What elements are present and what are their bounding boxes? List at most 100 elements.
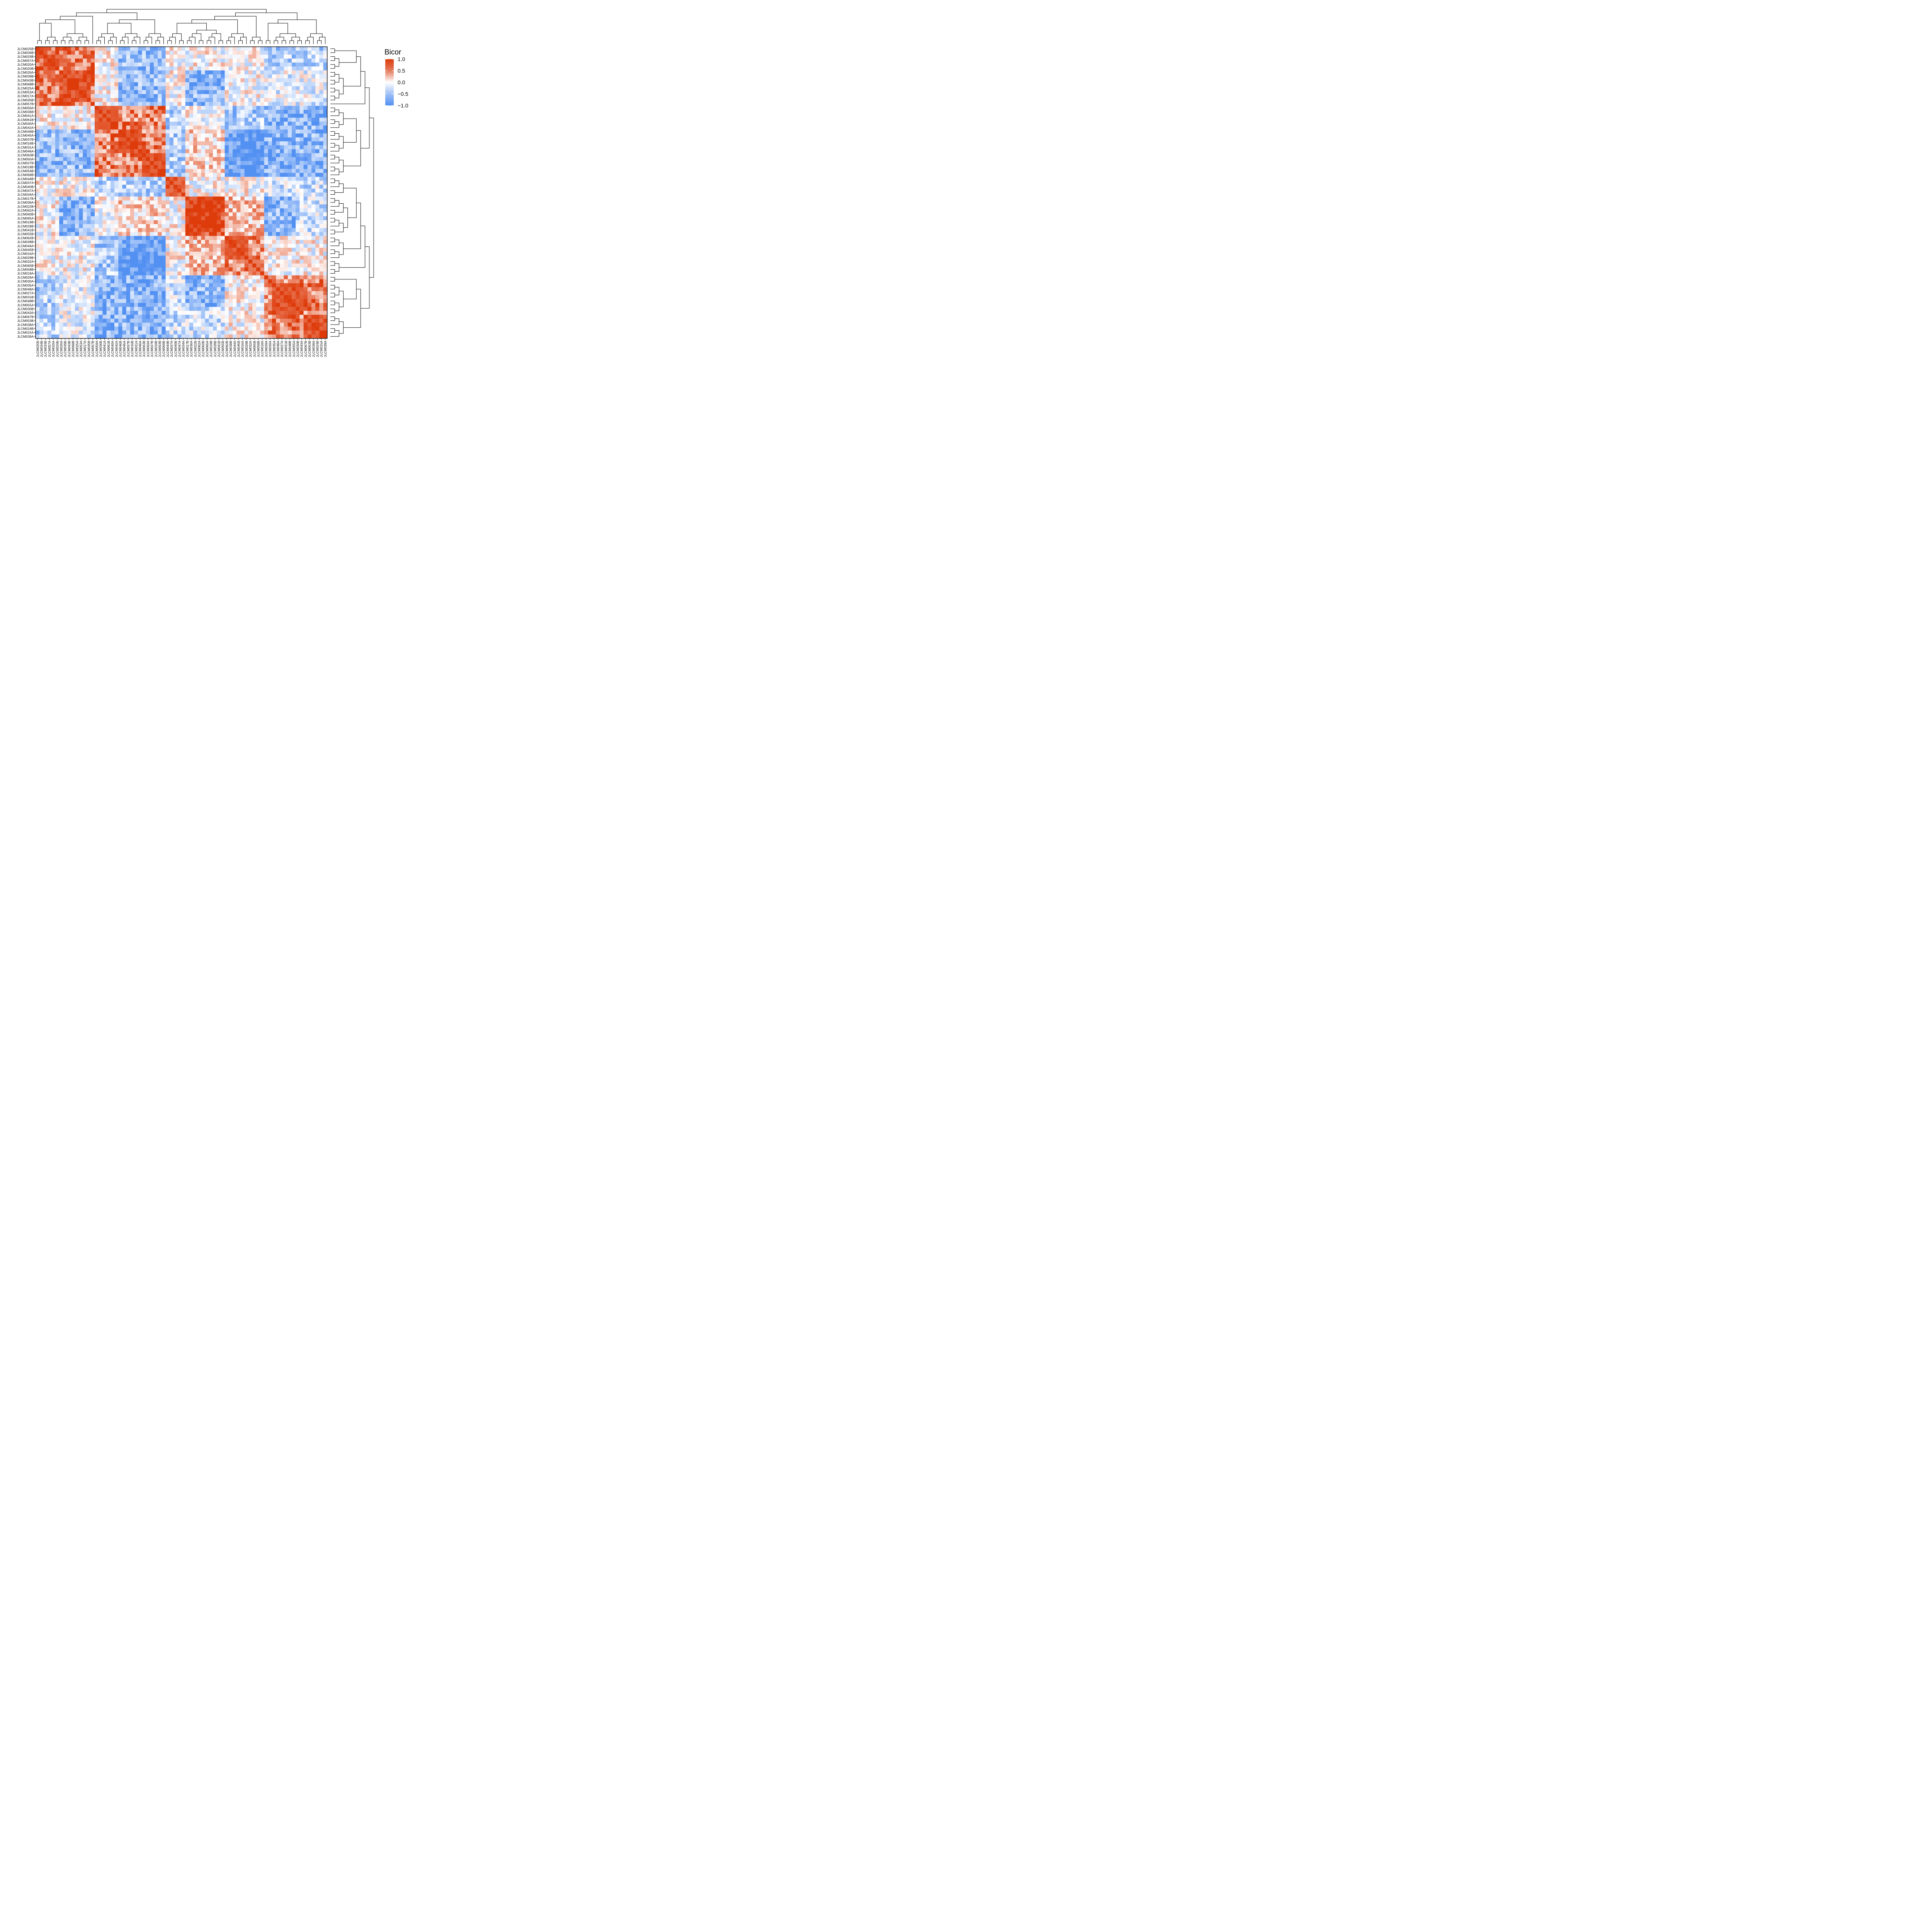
dendrogram-branch — [125, 33, 138, 37]
heatmap-cell — [99, 252, 103, 256]
heatmap-cell — [102, 58, 107, 63]
heatmap-cell — [130, 157, 134, 162]
heatmap-cell — [248, 126, 253, 130]
heatmap-cell — [244, 169, 249, 173]
heatmap-cell — [185, 259, 190, 264]
heatmap-cell — [319, 228, 323, 232]
heatmap-cell — [67, 180, 71, 185]
heatmap-cell — [162, 255, 166, 260]
heatmap-cell — [307, 141, 312, 146]
heatmap-cell — [311, 271, 316, 276]
heatmap-cell — [319, 106, 323, 110]
heatmap-cell — [134, 177, 138, 181]
heatmap-cell — [311, 228, 316, 232]
heatmap-cell — [39, 173, 44, 177]
heatmap-cell — [303, 121, 308, 126]
heatmap-cell — [299, 47, 304, 51]
heatmap-cell — [264, 78, 269, 83]
heatmap-cell — [268, 153, 272, 157]
heatmap-cell — [43, 117, 48, 122]
heatmap-cell — [165, 224, 170, 228]
heatmap-cell — [248, 78, 253, 83]
heatmap-cell — [303, 283, 308, 287]
heatmap-cell — [197, 145, 201, 150]
heatmap-cell — [213, 82, 217, 87]
heatmap-cell — [114, 169, 119, 173]
heatmap-cell — [55, 82, 60, 87]
heatmap-cell — [55, 137, 60, 142]
heatmap-cell — [110, 200, 115, 205]
heatmap-cell — [173, 102, 178, 106]
heatmap-cell — [150, 62, 154, 67]
heatmap-cell — [260, 129, 264, 134]
heatmap-cell — [122, 267, 126, 272]
heatmap-cell — [99, 295, 103, 299]
heatmap-cell — [146, 78, 150, 83]
heatmap-cell — [264, 98, 269, 102]
heatmap-cell — [205, 224, 209, 228]
heatmap-cell — [154, 165, 158, 169]
heatmap-cell — [59, 94, 63, 98]
heatmap-cell — [122, 291, 126, 295]
heatmap-cell — [307, 204, 312, 209]
heatmap-cell — [319, 114, 323, 118]
heatmap-cell — [315, 255, 320, 260]
heatmap-cell — [201, 173, 205, 177]
heatmap-cell — [280, 232, 284, 236]
heatmap-cell — [181, 303, 185, 307]
heatmap-cell — [205, 86, 209, 90]
heatmap-cell — [236, 82, 241, 87]
heatmap-cell — [75, 271, 79, 276]
heatmap-cell — [197, 189, 201, 193]
heatmap-cell — [55, 232, 60, 236]
heatmap-cell — [268, 216, 272, 221]
heatmap-cell — [43, 94, 48, 98]
heatmap-cell — [205, 189, 209, 193]
heatmap-cell — [307, 54, 312, 59]
heatmap-cell — [217, 275, 221, 280]
heatmap-cell — [224, 232, 229, 236]
heatmap-cell — [287, 177, 292, 181]
heatmap-cell — [126, 255, 131, 260]
heatmap-cell — [169, 244, 174, 248]
heatmap-cell — [209, 114, 213, 118]
heatmap-cell — [47, 169, 52, 173]
heatmap-cell — [292, 220, 296, 224]
heatmap-cell — [173, 114, 178, 118]
heatmap-cell — [36, 287, 40, 291]
heatmap-cell — [142, 66, 146, 71]
heatmap-cell — [189, 70, 194, 75]
heatmap-cell — [205, 220, 209, 224]
heatmap-cell — [236, 74, 241, 78]
heatmap-cell — [181, 244, 185, 248]
heatmap-cell — [233, 137, 237, 142]
heatmap-cell — [83, 114, 87, 118]
heatmap-cell — [228, 228, 233, 232]
heatmap-cell — [146, 279, 150, 284]
heatmap-cell — [268, 208, 272, 213]
heatmap-cell — [323, 220, 328, 224]
heatmap-cell — [311, 149, 316, 153]
heatmap-cell — [209, 173, 213, 177]
heatmap-cell — [138, 90, 142, 94]
heatmap-cell — [36, 244, 40, 248]
heatmap-cell — [142, 133, 146, 138]
heatmap-cell — [256, 145, 260, 150]
heatmap-cell — [63, 106, 67, 110]
heatmap-cell — [307, 248, 312, 252]
heatmap-cell — [43, 102, 48, 106]
heatmap-cell — [110, 287, 115, 291]
heatmap-cell — [106, 145, 111, 150]
heatmap-cell — [268, 98, 272, 102]
heatmap-cell — [201, 252, 205, 256]
heatmap-cell — [118, 275, 122, 280]
heatmap-cell — [142, 110, 146, 114]
heatmap-cell — [268, 82, 272, 87]
heatmap-cell — [256, 177, 260, 181]
heatmap-cell — [185, 244, 190, 248]
heatmap-cell — [287, 216, 292, 221]
heatmap-cell — [99, 47, 103, 51]
heatmap-cell — [189, 114, 194, 118]
heatmap-cell — [51, 165, 56, 169]
heatmap-cell — [75, 114, 79, 118]
